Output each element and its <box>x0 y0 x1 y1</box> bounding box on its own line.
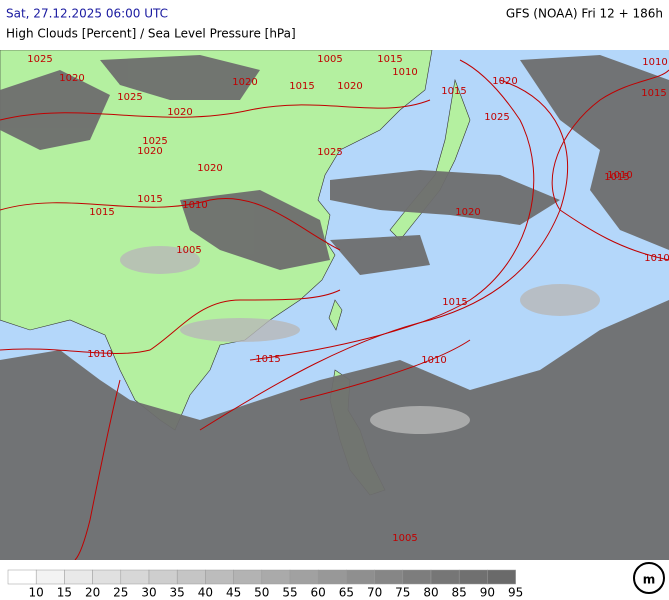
svg-text:m: m <box>643 573 656 587</box>
subtitle: High Clouds [Percent] / Sea Level Pressu… <box>6 27 296 41</box>
isobar-label: 1020 <box>232 77 257 88</box>
isobar-label: 1005 <box>392 533 417 544</box>
colorbar-swatch <box>92 569 122 585</box>
isobar-label: 1015 <box>442 297 467 308</box>
colorbar-tick-label: 95 <box>508 586 523 600</box>
isobar-label: 1020 <box>492 76 517 87</box>
colorbar-tick-label: 30 <box>141 586 156 600</box>
colorbar-tick-label: 15 <box>57 586 72 600</box>
isobar-label: 1020 <box>197 163 222 174</box>
taiwan <box>328 299 343 331</box>
isobar-label: 1020 <box>337 81 362 92</box>
colorbar-swatch <box>233 569 263 585</box>
colorbar-swatch <box>176 569 206 585</box>
colorbar-swatch <box>289 569 319 585</box>
isobar-label: 1010 <box>87 349 112 360</box>
isobar-label: 1025 <box>484 112 509 123</box>
colorbar-tick-label: 45 <box>226 586 241 600</box>
isobar-label: 1025 <box>117 92 142 103</box>
isobar-label: 1015 <box>377 54 402 65</box>
isobar-label: 1010 <box>421 355 446 366</box>
colorbar-swatch <box>7 569 37 585</box>
colorbar-tick-label: 10 <box>29 586 44 600</box>
clouds <box>0 55 669 560</box>
colorbar-tick-label: 65 <box>339 586 354 600</box>
isobar-label: 1015 <box>137 194 162 205</box>
colorbar-tick-label: 50 <box>254 586 269 600</box>
colorbar-swatch <box>346 569 375 585</box>
isobar-label: 1025 <box>317 147 342 158</box>
isobar-label: 1015 <box>604 172 629 183</box>
colorbar-tick-label: 60 <box>311 586 326 600</box>
colorbar-tick-label: 40 <box>198 586 213 600</box>
colorbar-swatch <box>458 569 488 585</box>
isobar-label: 1005 <box>176 245 201 256</box>
colorbar-tick-label: 85 <box>452 586 467 600</box>
colorbar-swatch <box>402 569 432 585</box>
thin-clouds <box>120 246 600 434</box>
isobar-label: 1015 <box>441 86 466 97</box>
isobar-label: 1020 <box>455 207 480 218</box>
isobar-label: 1010 <box>642 57 667 68</box>
isobar-label: 1025 <box>27 54 52 65</box>
isobar-label: 1010 <box>607 170 632 181</box>
map <box>0 50 669 560</box>
colorbar-swatch <box>64 569 93 585</box>
isobar-label: 1015 <box>289 81 314 92</box>
colorbar: 10 15 20 25 30 35 40 45 50 55 60 65 70 75 80 85 90 95 <box>7 569 523 600</box>
colorbar-swatch <box>487 569 516 585</box>
isobar-label: 1005 <box>317 54 342 65</box>
valid-time: Sat, 27.12.2025 06:00 UTC <box>6 7 168 21</box>
colorbar-tick-label: 75 <box>395 586 410 600</box>
colorbar-tick-label: 25 <box>113 586 128 600</box>
model-run: GFS (NOAA) Fri 12 + 186h <box>506 7 663 21</box>
isobar-label: 1020 <box>137 146 162 157</box>
isobar-label: 1010 <box>392 67 417 78</box>
isobar-label: 1020 <box>167 107 192 118</box>
logo: m <box>633 562 665 594</box>
colorbar-swatch <box>120 569 150 585</box>
colorbar-swatch <box>374 569 404 585</box>
colorbar-swatch <box>317 569 347 585</box>
isobar-label: 1015 <box>255 354 280 365</box>
isobar-label: 1015 <box>641 88 666 99</box>
isobar-label: 1010 <box>182 200 207 211</box>
colorbar-tick-label: 20 <box>85 586 100 600</box>
colorbar-swatch <box>261 569 291 585</box>
colorbar-tick-label: 80 <box>423 586 438 600</box>
colorbar-swatch <box>205 569 234 585</box>
isobars <box>0 59 669 560</box>
colorbar-tick-label: 70 <box>367 586 382 600</box>
colorbar-swatch <box>35 569 65 585</box>
isobar-label: 1025 <box>142 136 167 147</box>
colorbar-tick-label: 90 <box>480 586 495 600</box>
colorbar-tick-label: 55 <box>282 586 297 600</box>
colorbar-swatch <box>148 569 178 585</box>
isobar-label: 1010 <box>644 253 669 264</box>
isobar-label: 1020 <box>59 73 84 84</box>
colorbar-swatch <box>430 569 460 585</box>
isobar-label: 1015 <box>89 207 114 218</box>
colorbar-tick-label: 35 <box>170 586 185 600</box>
